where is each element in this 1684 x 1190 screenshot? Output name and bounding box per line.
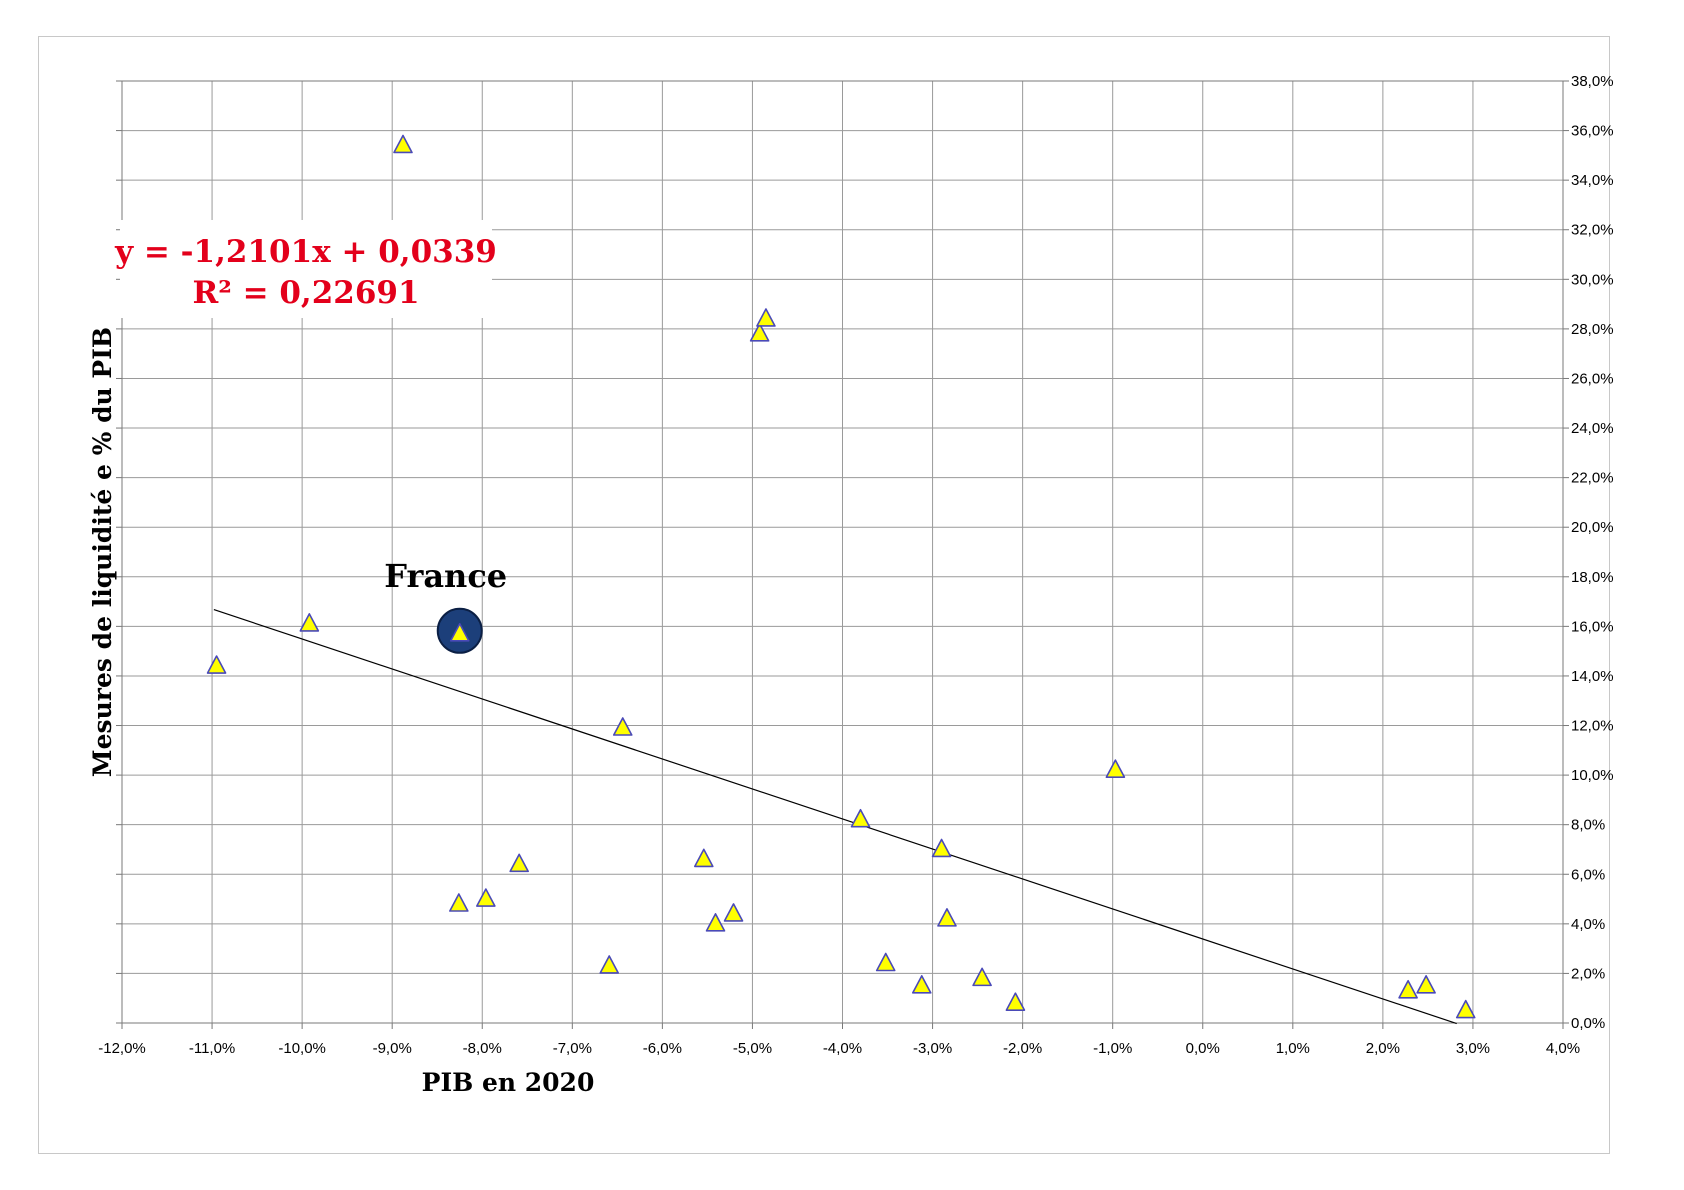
equation-line: y = -1,2101x + 0,0339 bbox=[114, 234, 497, 270]
trendline-equation: y = -1,2101x + 0,0339 R² = 0,22691 bbox=[114, 220, 497, 318]
data-point bbox=[612, 717, 633, 736]
x-tick-label: -9,0% bbox=[373, 1040, 412, 1057]
y-tick-label: 8,0% bbox=[1571, 817, 1605, 834]
data-point bbox=[476, 888, 496, 907]
y-tick-label: 12,0% bbox=[1571, 718, 1614, 735]
x-axis-label: PIB en 2020 bbox=[422, 1068, 595, 1097]
trendline-layer bbox=[213, 609, 1457, 1025]
x-tick-label: -7,0% bbox=[553, 1040, 592, 1057]
data-point bbox=[972, 967, 992, 987]
y-tick-label: 6,0% bbox=[1571, 866, 1605, 883]
data-point bbox=[206, 655, 227, 674]
annotations: France bbox=[384, 557, 507, 595]
x-tick-label: -2,0% bbox=[1003, 1040, 1042, 1057]
annotation-label: France bbox=[384, 557, 507, 595]
equation-background bbox=[120, 220, 492, 318]
data-point bbox=[937, 908, 957, 927]
x-tick-label: -11,0% bbox=[189, 1040, 235, 1057]
x-tick-label: -5,0% bbox=[733, 1040, 772, 1057]
data-point bbox=[875, 952, 896, 972]
y-tick-label: 28,0% bbox=[1571, 321, 1614, 338]
data-point bbox=[911, 975, 932, 994]
y-tick-label: 26,0% bbox=[1571, 370, 1614, 387]
y-tick-label: 20,0% bbox=[1571, 519, 1614, 536]
y-tick-label: 38,0% bbox=[1571, 73, 1614, 90]
y-tick-label: 32,0% bbox=[1571, 222, 1614, 239]
data-point bbox=[299, 613, 320, 632]
x-tick-label: 4,0% bbox=[1546, 1040, 1580, 1057]
x-tick-label: 1,0% bbox=[1276, 1040, 1310, 1057]
data-point bbox=[1398, 979, 1418, 999]
data-point bbox=[694, 848, 714, 868]
y-tick-label: 14,0% bbox=[1571, 668, 1614, 685]
x-tick-label: 0,0% bbox=[1186, 1040, 1220, 1057]
x-tick-label: 2,0% bbox=[1366, 1040, 1400, 1057]
y-tick-label: 22,0% bbox=[1571, 470, 1614, 487]
data-point bbox=[705, 913, 726, 932]
data-point bbox=[756, 308, 776, 327]
x-tick-label: -4,0% bbox=[823, 1040, 862, 1057]
y-tick-label: 4,0% bbox=[1571, 916, 1605, 933]
data-point bbox=[850, 808, 871, 828]
y-tick-label: 30,0% bbox=[1571, 271, 1614, 288]
data-point bbox=[449, 893, 469, 912]
x-tick-label: 3,0% bbox=[1456, 1040, 1490, 1057]
y-tick-label: 2,0% bbox=[1571, 965, 1605, 982]
y-tick-label: 24,0% bbox=[1571, 420, 1614, 437]
data-point bbox=[1005, 992, 1026, 1011]
data-point bbox=[749, 323, 770, 342]
y-tick-label: 0,0% bbox=[1571, 1015, 1605, 1032]
trendline bbox=[213, 609, 1457, 1025]
y-axis-label: Mesures de liquidité e % du PIB bbox=[88, 327, 117, 777]
y-tick-label: 16,0% bbox=[1571, 618, 1614, 635]
x-tick-label: -10,0% bbox=[278, 1040, 326, 1057]
x-tick-label: -6,0% bbox=[643, 1040, 682, 1057]
y-tick-label: 34,0% bbox=[1571, 172, 1614, 189]
y-tick-label: 10,0% bbox=[1571, 767, 1614, 784]
x-tick-label: -12,0% bbox=[98, 1040, 146, 1057]
data-point bbox=[931, 838, 952, 858]
y-tick-labels: 0,0% 2,0% 4,0% 6,0% 8,0% 10,0% 12,0% 14,0% 16,0%… bbox=[1571, 73, 1614, 1032]
data-points bbox=[206, 134, 1476, 1019]
data-point bbox=[509, 853, 529, 873]
plot-area-border bbox=[121, 80, 1564, 1024]
y-tick-label: 18,0% bbox=[1571, 569, 1614, 586]
y-tick-label: 36,0% bbox=[1571, 123, 1614, 140]
data-point bbox=[599, 955, 620, 974]
x-tick-label: -3,0% bbox=[913, 1040, 952, 1057]
data-point bbox=[1105, 759, 1126, 778]
data-point bbox=[449, 623, 470, 642]
x-tick-label: -1,0% bbox=[1093, 1040, 1132, 1057]
x-tick-label: -8,0% bbox=[463, 1040, 502, 1057]
x-tick-labels: -12,0% -11,0% -10,0% -9,0% -8,0% -7,0% -6,0% -5… bbox=[98, 1040, 1580, 1057]
data-point bbox=[393, 134, 413, 154]
data-point bbox=[1416, 975, 1436, 994]
equation-line: R² = 0,22691 bbox=[192, 275, 419, 311]
data-point bbox=[1455, 999, 1476, 1019]
data-point bbox=[723, 903, 744, 922]
